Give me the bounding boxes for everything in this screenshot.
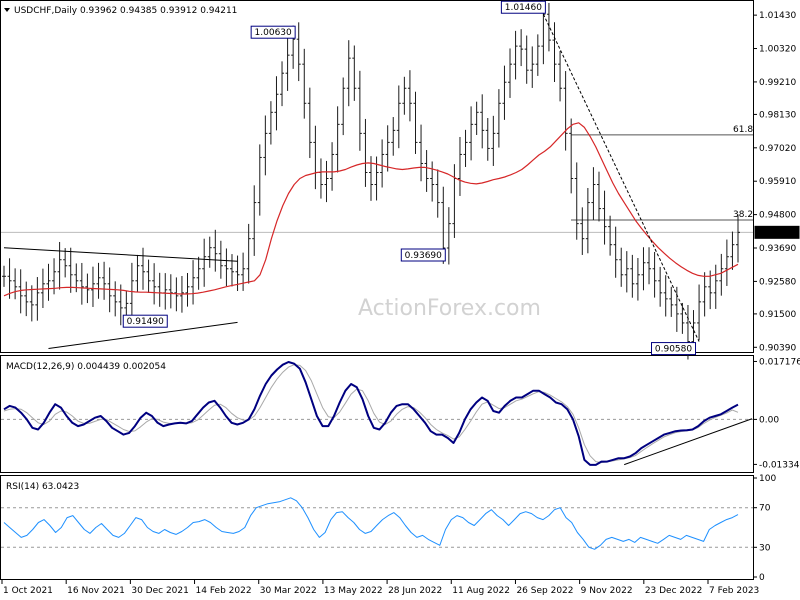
- macd-signal-line: [3, 364, 739, 464]
- price-annotation-box: [250, 25, 296, 39]
- symbol-dropdown-icon[interactable]: [4, 8, 10, 12]
- price-axis-label: 0.94800: [759, 211, 796, 221]
- price-annotation-label: 0.90580: [655, 345, 692, 355]
- macd-panel: [0, 355, 754, 473]
- macd-layer: [1, 361, 753, 466]
- time-axis-label: 7 Feb 2023: [709, 586, 759, 596]
- price-annotation-box: [400, 248, 446, 262]
- rsi-axis-label: 0: [759, 573, 765, 583]
- time-axis-label: 14 Feb 2022: [196, 586, 252, 596]
- price-annotation-box: [122, 314, 168, 328]
- moving-average-line: [3, 122, 739, 297]
- macd-line: [3, 361, 739, 466]
- fib-level-label: 38.2: [733, 210, 753, 220]
- price-annotation-label: 1.01460: [505, 3, 542, 13]
- price-axis-label: 0.99210: [759, 78, 796, 88]
- rsi-label: RSI(14) 63.0423: [6, 482, 79, 492]
- time-axis-label: 23 Dec 2022: [645, 586, 703, 596]
- chart-header: USDCHF,Daily 0.93962 0.94385 0.93912 0.9…: [14, 6, 237, 16]
- rsi-axis-label: 100: [759, 474, 776, 484]
- price-axis-label: 0.92580: [759, 277, 796, 287]
- price-axis-label: 0.98130: [759, 110, 796, 120]
- time-axis-label: 16 Nov 2021: [67, 586, 125, 596]
- rsi-axis-label: 30: [759, 543, 771, 553]
- triangle-lower-trendline: [48, 321, 238, 349]
- time-axis-label: 1 Oct 2021: [3, 586, 53, 596]
- price-axis-label: 0.93690: [759, 244, 796, 254]
- triangle-upper-trendline: [3, 247, 238, 262]
- time-axis-label: 13 May 2022: [324, 586, 383, 596]
- fib-retracement-line: [542, 14, 700, 342]
- price-axis-label: 0.97020: [759, 144, 796, 154]
- time-axis-label: 11 Aug 2022: [452, 586, 510, 596]
- price-annotation-label: 0.93690: [405, 251, 442, 261]
- rsi-axis-label: 70: [759, 504, 771, 514]
- time-axis-label: 30 Mar 2022: [260, 586, 317, 596]
- price-axis-label: 0.91500: [759, 310, 796, 320]
- time-axis-label: 28 Jun 2022: [388, 586, 442, 596]
- time-axis-label: 26 Sep 2022: [516, 586, 573, 596]
- price-axis-label: 0.95910: [759, 177, 796, 187]
- price-annotation-label: 0.91490: [127, 317, 164, 327]
- last-price-badge: [754, 225, 800, 239]
- last-price-badge-label: 0.94211: [758, 228, 795, 238]
- macd-axis-label: -0.01334: [759, 460, 800, 470]
- macd-axis-label: 0.017176: [759, 357, 800, 367]
- price-axis-label: 1.00320: [759, 45, 796, 55]
- watermark: ActionForex.com: [358, 296, 541, 321]
- price-annotation-box: [651, 342, 697, 356]
- macd-label: MACD(12,26,9) 0.004439 0.002054: [6, 362, 166, 372]
- price-annotation-label: 1.00630: [255, 28, 292, 38]
- time-axis-label: 9 Nov 2022: [581, 586, 633, 596]
- price-layer: 61.8 38.2 1.00630 1.01460 0.93690 0.91490 0.90…: [1, 0, 753, 360]
- price-axis-label: 1.01430: [759, 11, 796, 21]
- rsi-panel: [0, 475, 754, 580]
- price-annotation-box: [500, 0, 546, 14]
- time-axis-label: 30 Dec 2021: [131, 586, 189, 596]
- price-axis-label: 0.90390: [759, 343, 796, 353]
- rsi-line: [3, 497, 739, 550]
- macd-trendline: [624, 418, 753, 466]
- axis-layer: 1.01430 1.00320 0.99210 0.98130 0.97020 0.959…: [1, 11, 800, 596]
- macd-axis-label: 0.00: [759, 415, 779, 425]
- fib-level-label: 61.8: [733, 125, 753, 135]
- rsi-layer: [1, 497, 753, 550]
